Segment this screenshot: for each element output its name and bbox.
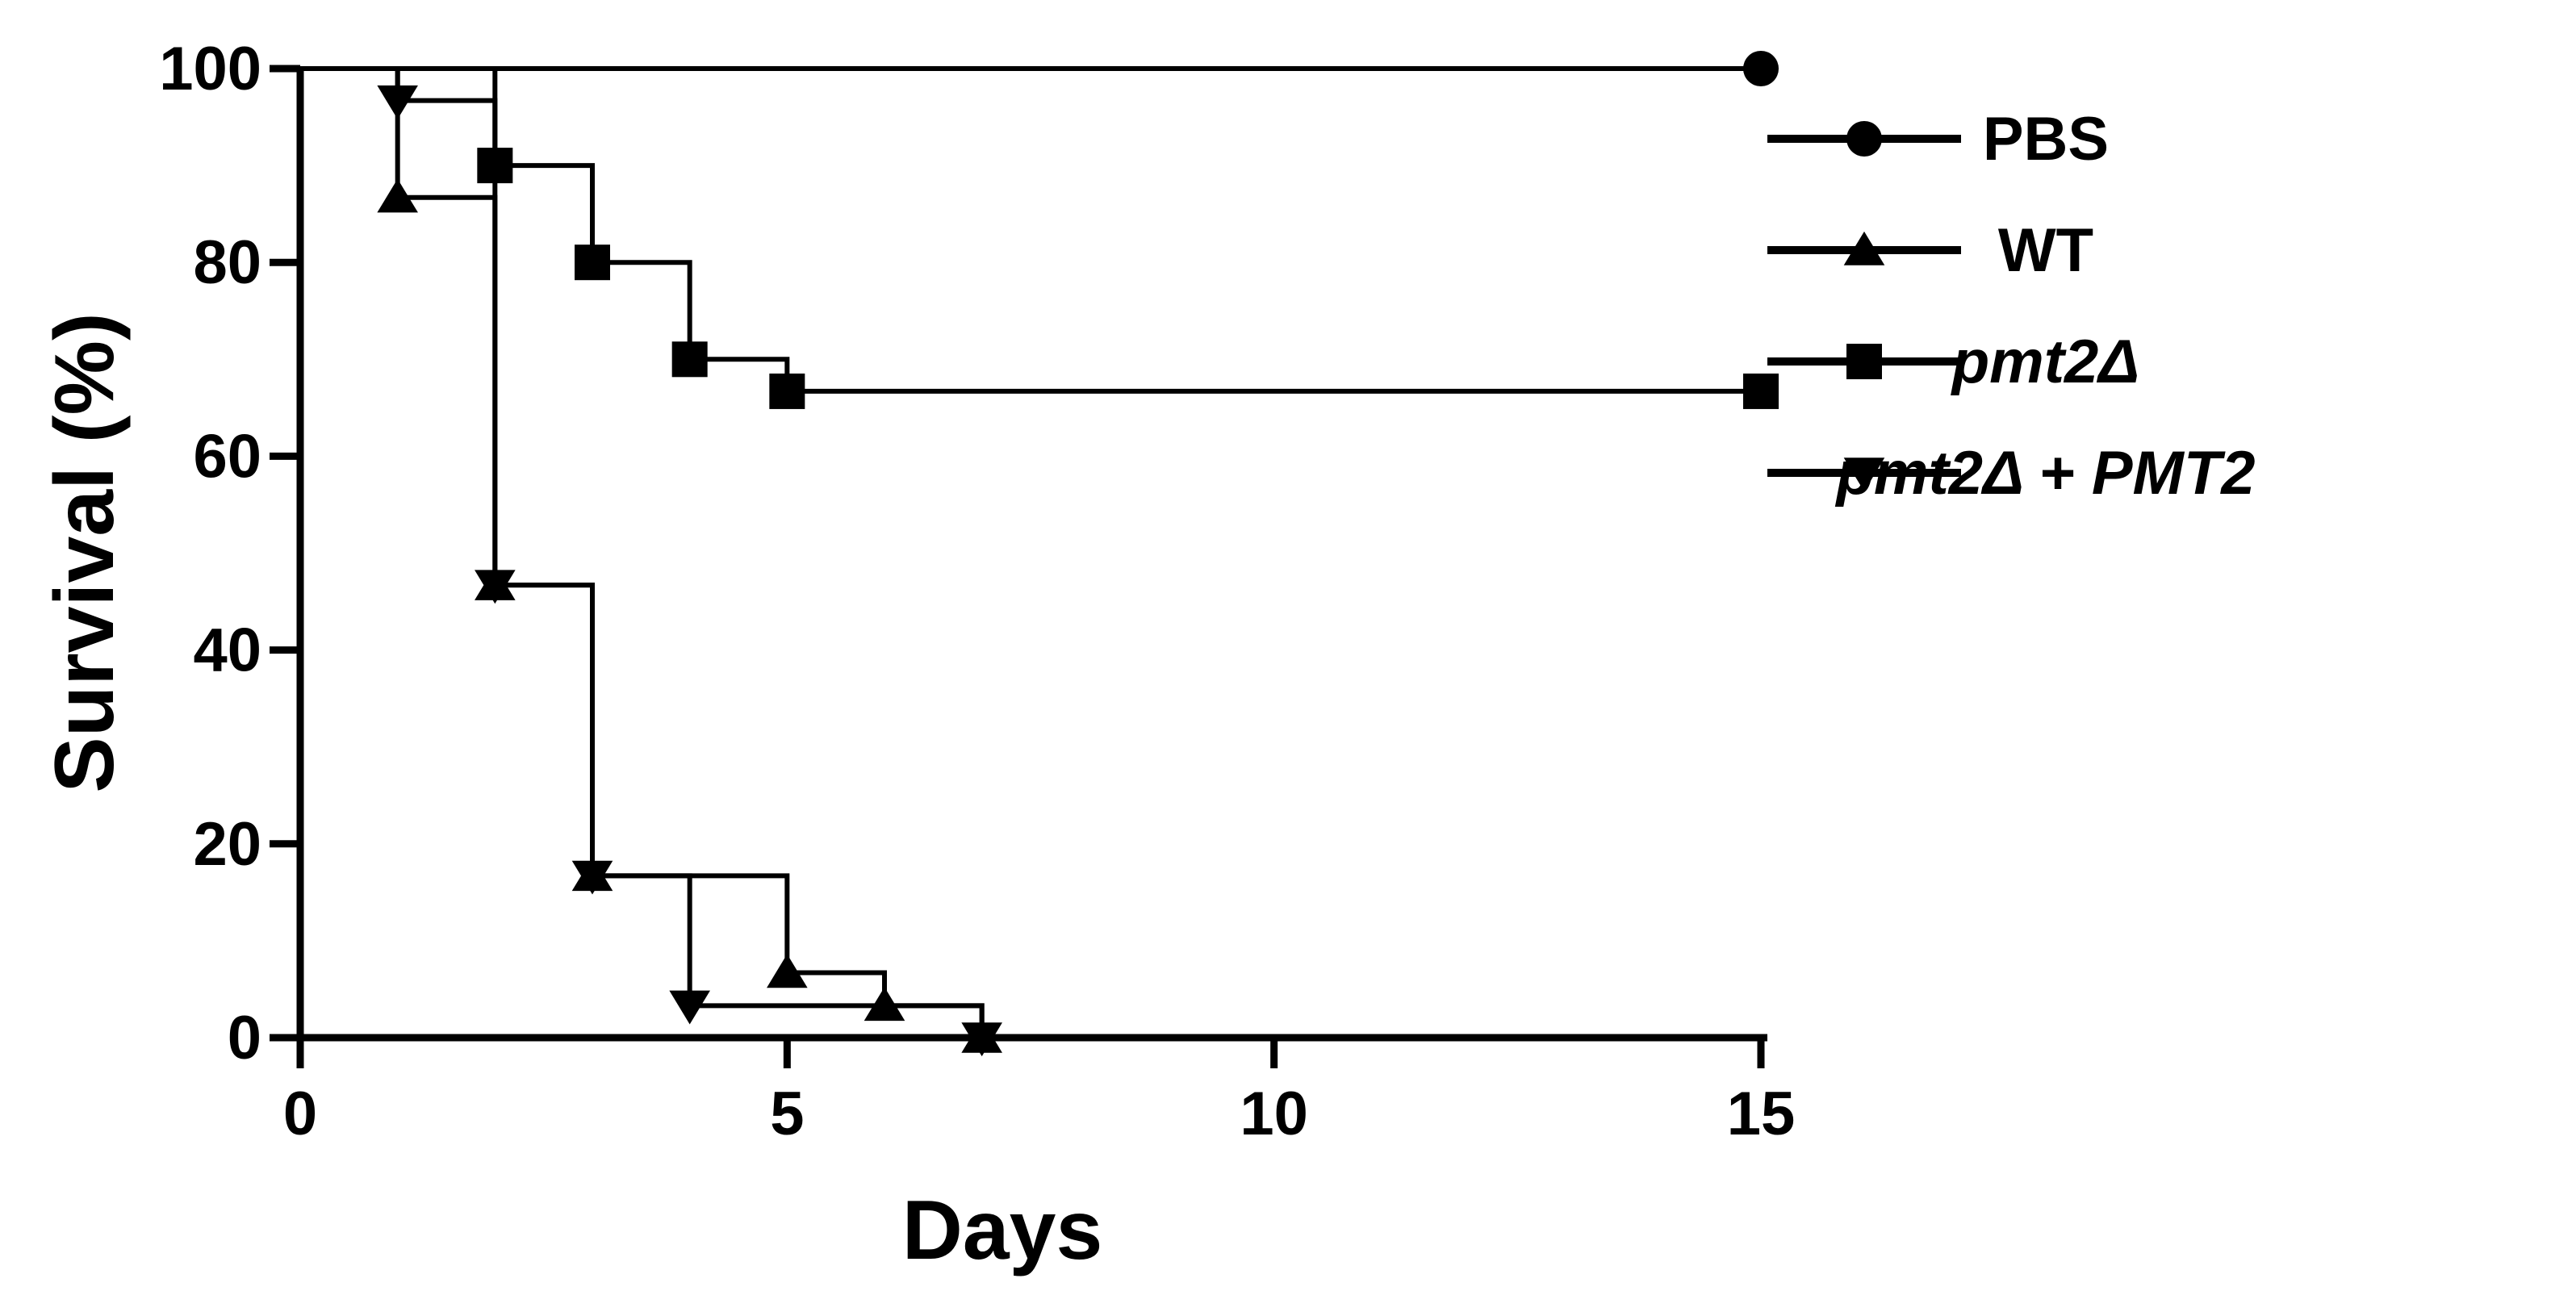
data-point [377, 85, 418, 119]
series-line [300, 66, 1761, 394]
y-tick-label: 80 [193, 228, 261, 297]
data-point [575, 244, 610, 281]
legend-marker [1846, 121, 1882, 157]
y-ticks: 0 20 40 60 80 100 [159, 35, 300, 1072]
legend-marker [1846, 344, 1882, 379]
y-tick-label: 0 [228, 1004, 261, 1072]
data-point [767, 954, 808, 988]
legend-marker [1843, 231, 1885, 265]
y-tick-label: 40 [193, 616, 261, 685]
legend-label: PBS [1983, 105, 2109, 173]
x-tick-label: 10 [1240, 1080, 1308, 1148]
data-point [671, 341, 708, 378]
x-axis-title: Days [902, 1184, 1103, 1277]
series-0 [300, 51, 1779, 86]
legend-item: WT [1767, 216, 2093, 285]
y-axis-title: Survival (%) [38, 312, 132, 792]
series-1 [300, 66, 1002, 1053]
data-point [669, 990, 710, 1025]
series-2 [300, 66, 1779, 409]
x-ticks: 0 5 10 15 [283, 1038, 1795, 1148]
series-line [300, 66, 985, 1038]
data-point [1743, 51, 1779, 86]
data-point [475, 570, 516, 604]
legend-item: pmt2Δ [1767, 328, 2139, 396]
data-point [961, 1022, 1002, 1057]
legend-label: pmt2Δ [1951, 328, 2140, 396]
x-tick-label: 5 [770, 1080, 804, 1148]
data-point [769, 373, 805, 409]
legend-item: PBS [1767, 105, 2109, 173]
x-tick-label: 0 [283, 1080, 317, 1148]
series-line [300, 66, 985, 1038]
plot-area: 0 20 40 60 80 100 0 5 10 15 [159, 35, 1795, 1148]
legend-label: WT [1998, 216, 2093, 285]
y-tick-label: 20 [193, 810, 261, 879]
x-tick-label: 15 [1727, 1080, 1796, 1148]
data-point [377, 178, 418, 213]
legend-marker [1843, 458, 1885, 492]
y-tick-label: 100 [159, 35, 261, 103]
series-layer [300, 51, 1779, 1057]
series-3 [300, 66, 1002, 1057]
data-point [571, 860, 613, 895]
y-tick-label: 60 [193, 422, 261, 491]
data-point [1743, 373, 1779, 409]
legend-label: pmt2Δ + PMT2 [1834, 439, 2255, 508]
legend: PBS WT pmt2Δ pmt2Δ + PMT2 [1767, 105, 2256, 508]
legend-item: pmt2Δ + PMT2 [1767, 439, 2256, 508]
